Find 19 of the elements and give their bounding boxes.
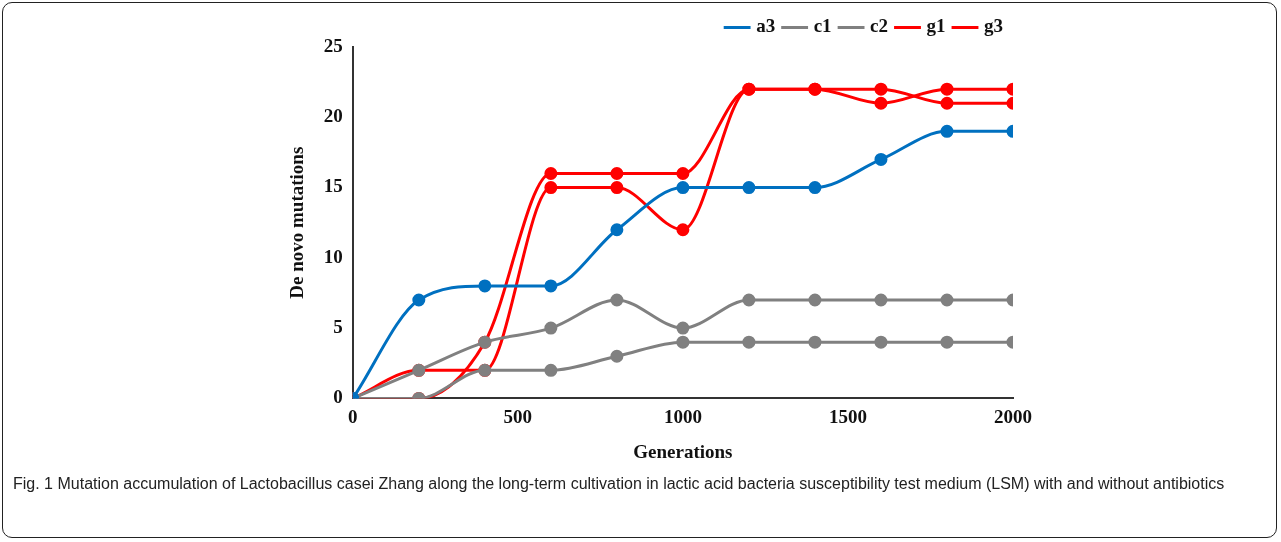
- legend-label: c1: [813, 15, 832, 37]
- legend-label: c2: [870, 15, 888, 37]
- legend-label: g1: [926, 15, 946, 37]
- x-tick-label: 1000: [663, 405, 702, 427]
- y-axis-title: De novo mutations: [286, 146, 308, 299]
- x-tick-label: 2000: [994, 405, 1032, 427]
- y-tick-label: 25: [323, 34, 343, 56]
- legend-label: a3: [756, 15, 776, 37]
- y-tick-label: 10: [323, 245, 343, 267]
- legend-label: g3: [984, 15, 1003, 37]
- y-tick-label: 15: [323, 175, 343, 197]
- y-tick-label: 20: [323, 105, 343, 127]
- y-tick-label: 5: [333, 316, 343, 338]
- x-axis-title: Generations: [633, 440, 733, 462]
- x-tick-label: 1500: [828, 405, 867, 427]
- caption: Fig. 1 Mutation accumulation of Lactobacillus casei Zhang along the long-term cultivation in lactic acid bacteria susceptibility test medium (LSM) with and without antibiotics: [13, 474, 1226, 494]
- x-tick-label: 0: [348, 405, 358, 427]
- y-tick-label: 0: [333, 386, 343, 408]
- x-tick-label: 500: [503, 405, 533, 427]
